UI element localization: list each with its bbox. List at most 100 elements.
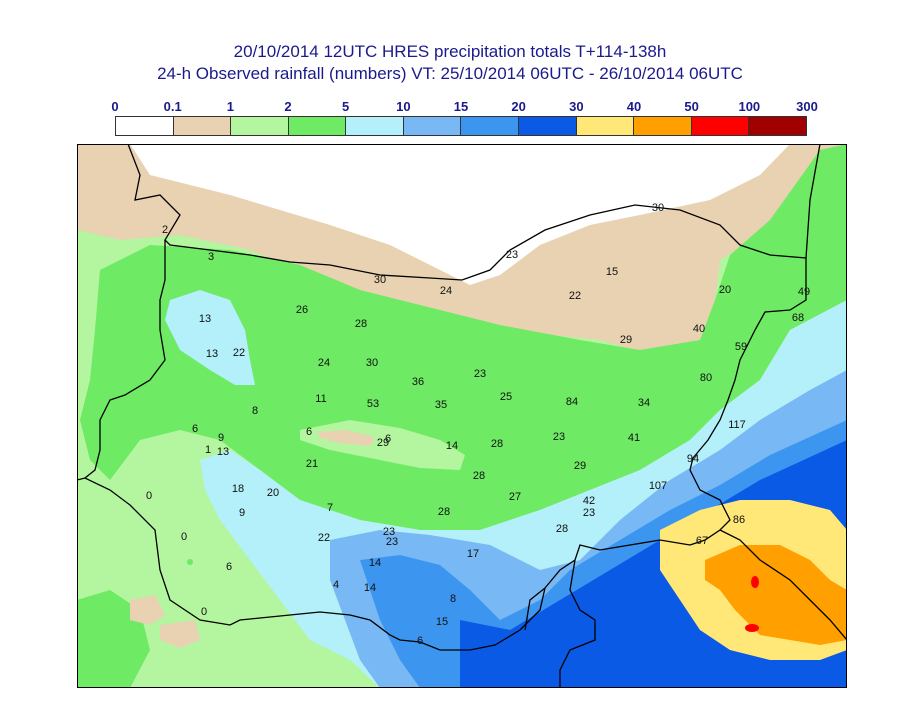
- map-frame: [77, 144, 847, 688]
- rainfall-observation: 22: [318, 532, 330, 544]
- rainfall-observation: 15: [436, 616, 448, 628]
- rainfall-observation: 94: [687, 453, 699, 465]
- rainfall-observation: 13: [199, 313, 211, 325]
- legend-swatch: [173, 117, 232, 135]
- rainfall-observation: 22: [233, 347, 245, 359]
- legend-tick-label: 10: [396, 99, 411, 114]
- rainfall-observation: 6: [192, 423, 198, 435]
- legend-tick-label: 20: [511, 99, 526, 114]
- chart-subtitle: 24-h Observed rainfall (numbers) VT: 25/…: [157, 64, 743, 83]
- rainfall-observation: 23: [383, 526, 395, 538]
- rainfall-observation: 20: [719, 284, 731, 296]
- rainfall-observation: 17: [467, 548, 479, 560]
- legend-swatch: [116, 117, 174, 135]
- rainfall-observation: 41: [628, 432, 640, 444]
- rainfall-observation: 34: [638, 397, 650, 409]
- rainfall-observation: 9: [218, 432, 224, 444]
- rainfall-observation: 13: [206, 348, 218, 360]
- rainfall-observation: 28: [355, 318, 367, 330]
- legend-swatch: [288, 117, 347, 135]
- rainfall-observation: 36: [412, 376, 424, 388]
- rainfall-observation: 22: [569, 290, 581, 302]
- rainfall-observation: 35: [435, 399, 447, 411]
- legend-swatch: [346, 117, 404, 135]
- rainfall-observation: 84: [566, 396, 578, 408]
- country-borders: [77, 144, 847, 688]
- rainfall-observation: 6: [306, 426, 312, 438]
- rainfall-observation: 15: [606, 266, 618, 278]
- rainfall-observation: 23: [474, 368, 486, 380]
- rainfall-observation: 23: [506, 249, 518, 261]
- rainfall-observation: 6: [226, 561, 232, 573]
- field-tan-sw: [130, 595, 200, 648]
- rainfall-observation: 20: [267, 487, 279, 499]
- rainfall-observation: 11: [315, 393, 326, 405]
- rainfall-observation: 8: [252, 405, 258, 417]
- field-orange-40: [705, 545, 847, 645]
- legend-tick-label: 0.1: [163, 99, 182, 114]
- rainfall-observation: 40: [693, 323, 705, 335]
- legend-swatch: [634, 117, 692, 135]
- chart-title: 20/10/2014 12UTC HRES precipitation tota…: [233, 42, 667, 61]
- rainfall-observation: 23: [386, 536, 398, 548]
- legend-tick-label: 30: [569, 99, 584, 114]
- rainfall-observation: 24: [318, 357, 330, 369]
- rainfall-observation: 28: [491, 438, 503, 450]
- rainfall-observation: 29: [574, 460, 586, 472]
- rainfall-observation: 1: [205, 444, 211, 456]
- rainfall-observation: 42: [583, 495, 595, 507]
- rainfall-observation: 13: [217, 446, 229, 458]
- rainfall-observation: 14: [446, 440, 458, 452]
- rainfall-observation: 4: [333, 579, 339, 591]
- field-red-50: [751, 576, 759, 588]
- rainfall-observation: 23: [583, 507, 595, 519]
- rainfall-observation: 30: [374, 274, 386, 286]
- precipitation-map: 2 3 30 24 23 30 15 22 20 49 68 40 29 59 13 13 22 26 28 24 30…: [77, 144, 847, 688]
- rainfall-observation: 107: [649, 480, 667, 492]
- rainfall-observation: 30: [652, 202, 664, 214]
- rainfall-observation: 30: [366, 357, 378, 369]
- legend-swatch: [749, 117, 806, 135]
- rainfall-observation: 0: [201, 606, 207, 618]
- field-green-main: [80, 144, 847, 530]
- field-light-green-sw: [77, 490, 360, 688]
- legend-tick-label: 0: [111, 99, 119, 114]
- rainfall-observation: 29: [620, 334, 632, 346]
- rainfall-observation: 28: [473, 470, 485, 482]
- legend-tick-label: 100: [738, 99, 761, 114]
- field-red-50: [745, 624, 759, 632]
- legend-tick-label: 15: [453, 99, 469, 114]
- rainfall-observation: 18: [232, 483, 244, 495]
- rainfall-observation: 9: [239, 507, 245, 519]
- rainfall-observation: 86: [733, 514, 745, 526]
- legend-swatch: [576, 117, 635, 135]
- rainfall-observation: 3: [208, 251, 214, 263]
- rainfall-observation: 68: [792, 312, 804, 324]
- rainfall-observation: 7: [327, 502, 333, 514]
- rainfall-observation: 28: [556, 523, 568, 535]
- rainfall-observation: 8: [450, 593, 456, 605]
- rainfall-observation: 25: [500, 391, 512, 403]
- rainfall-observation: 80: [700, 372, 712, 384]
- legend-tick-label: 50: [684, 99, 699, 114]
- rainfall-observation: 67: [696, 535, 708, 547]
- legend-tick-label: 40: [626, 99, 642, 114]
- legend-tick-label: 300: [796, 99, 818, 114]
- rainfall-observation: 2: [162, 224, 168, 236]
- field-white-north: [130, 144, 790, 285]
- rainfall-observation: 117: [728, 419, 746, 431]
- legend-swatch: [231, 117, 289, 135]
- rainfall-observation: 23: [553, 431, 565, 443]
- legend-tick-label: 5: [342, 99, 350, 114]
- legend-swatch: [691, 117, 750, 135]
- rainfall-observation: 49: [798, 286, 810, 298]
- rainfall-observation: 29: [377, 437, 389, 449]
- rainfall-observation: 14: [369, 557, 381, 569]
- rainfall-observation: 27: [509, 491, 521, 503]
- rainfall-observation: 14: [364, 582, 376, 594]
- rainfall-observation: 6: [417, 635, 423, 647]
- field-tan-patch: [318, 430, 375, 446]
- legend-swatch: [403, 117, 462, 135]
- legend-swatch: [519, 117, 577, 135]
